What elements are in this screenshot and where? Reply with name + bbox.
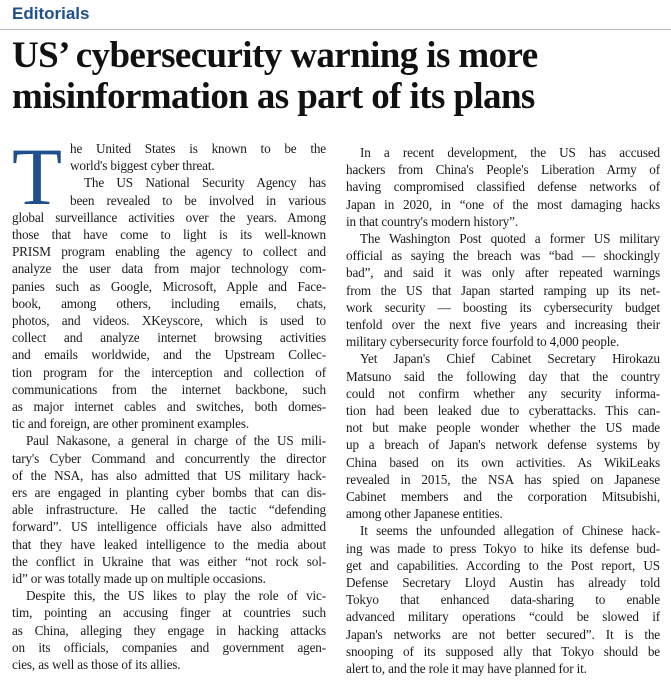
text-line: get and capabilities. According to the P… xyxy=(346,557,660,573)
text-line: as China, alleging they engage in hackin… xyxy=(12,622,326,638)
text-line: he United States is known to be the xyxy=(70,141,326,156)
headline: US’ cybersecurity warning is more xyxy=(12,35,538,76)
text-line: from the US that Japan started ramping u… xyxy=(346,282,660,298)
text-line: snooping of its supposed ally that Tokyo… xyxy=(346,643,660,659)
text-line: as major internet cables and switches, b… xyxy=(12,399,326,414)
drop-cap: T xyxy=(12,131,63,222)
text-line: global surveillance activities over the … xyxy=(12,209,326,225)
text-line: Cabinet members and the corporation Mits… xyxy=(346,489,660,504)
text-line: Tokyo that enhanced data-sharing to enab… xyxy=(346,592,660,608)
text-line: could not confirm whether any security i… xyxy=(346,385,660,401)
text-line: official as saying the breach was “bad —… xyxy=(346,248,660,264)
text-line: up a breach of Japan's network defense s… xyxy=(346,437,660,453)
text-line: bad”, and said it was only after repeate… xyxy=(346,265,660,281)
headline: misinformation as part of its plans xyxy=(12,76,535,117)
text-line: having compromised classified defense ne… xyxy=(346,179,660,195)
text-line: forward”. US intelligence officials have… xyxy=(12,519,326,535)
text-line: those that have come to light is its wel… xyxy=(12,227,326,242)
text-line: alert to, and the role it may have plann… xyxy=(346,661,587,676)
text-line: cies, as well as those of its allies. xyxy=(12,657,181,672)
text-line: tic and foreign, are other prominent exa… xyxy=(12,416,249,432)
text-line: advanced military operations “could be s… xyxy=(346,609,660,625)
text-line: ers are engaged in planting cyber bombs … xyxy=(12,485,326,500)
text-line: Defense Secretary Lloyd Austin has alrea… xyxy=(346,575,660,590)
text-line: work security — boosting its cybersecuri… xyxy=(346,299,660,315)
text-line: It seems the unfounded allegation of Chi… xyxy=(360,523,660,539)
text-line: world's biggest cyber threat. xyxy=(70,158,215,174)
text-line: analyze the user data from major technol… xyxy=(12,261,326,277)
text-line: panies such as Google, Microsoft, Apple … xyxy=(12,278,326,294)
text-line: the conflict in Ukraine that was either … xyxy=(12,553,326,569)
text-line: military cybersecurity force fourfold to… xyxy=(346,334,620,350)
text-line: that they have leaked intelligence to th… xyxy=(12,536,326,552)
text-line: ing was made to press Tokyo to hike its … xyxy=(346,540,660,556)
text-line: China based on its own activities. As Wi… xyxy=(346,454,660,470)
text-line: tary's Cyber Command and concurrently th… xyxy=(12,450,326,466)
text-line: not but make people wonder whether the U… xyxy=(346,420,660,436)
text-line: Matsuno said the following day that the … xyxy=(346,368,660,384)
text-line: PRISM program enabling the agency to col… xyxy=(12,244,326,260)
text-line: Paul Nakasone, a general in charge of th… xyxy=(26,433,326,449)
text-line: The Washington Post quoted a former US m… xyxy=(360,231,660,246)
text-line: able infrastructure. He called the tacti… xyxy=(12,502,326,518)
text-line: of the NSA, has also admitted that US mi… xyxy=(12,467,326,483)
text-line: Despite this, the US likes to play the r… xyxy=(26,588,326,604)
text-line: communications from the internet backbon… xyxy=(12,381,326,397)
text-line: and emails worldwide, and the Upstream C… xyxy=(12,347,326,363)
text-line: collect and analyze internet browsing ac… xyxy=(12,330,326,346)
text-line: among other Japanese entities. xyxy=(346,506,503,522)
text-line: In a recent development, the US has accu… xyxy=(360,145,660,160)
text-line: revealed in 2015, the NSA has spied on J… xyxy=(346,471,660,487)
rule xyxy=(0,29,671,30)
text-line: been revealed to be involved in various xyxy=(70,192,326,208)
text-line: Japan's networks are not better secured”… xyxy=(346,626,660,642)
text-line: Japan in 2020, in “one of the most damag… xyxy=(346,196,660,212)
text-line: tenfold over the next five years and inc… xyxy=(346,317,660,332)
section-label: Editorials xyxy=(12,4,90,23)
text-line: photos, and videos. XKeyscore, which is … xyxy=(12,313,326,328)
text-line: The US National Security Agency has xyxy=(84,175,326,191)
text-line: Yet Japan's Chief Cabinet Secretary Hiro… xyxy=(360,351,660,367)
text-line: in that country's modern history”. xyxy=(346,213,518,229)
text-line: on its officials, companies and governme… xyxy=(12,639,326,655)
text-line: tion had been leaked due to cyberattacks… xyxy=(346,403,660,418)
text-line: id” or was totally made up on multiple o… xyxy=(12,571,266,586)
text-line: hackers from China's People's Liberation… xyxy=(346,162,660,178)
text-line: tim, pointing an accusing finger at coun… xyxy=(12,605,326,621)
text-line: tion program for the interception and co… xyxy=(12,364,326,380)
text-line: book, among others, including emails, ch… xyxy=(12,295,326,311)
